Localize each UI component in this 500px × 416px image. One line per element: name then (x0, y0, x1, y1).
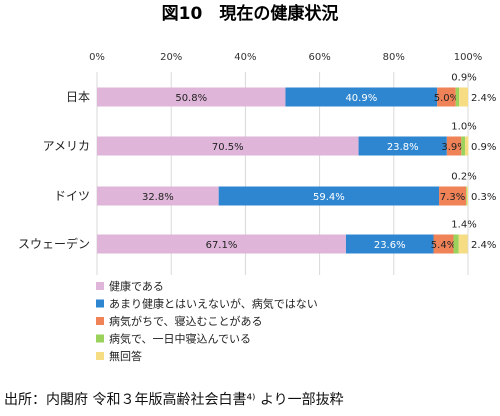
bar-segment (97, 186, 219, 206)
bar-segment (97, 136, 359, 156)
data-label: 5.4% (431, 240, 456, 251)
legend-label: 無回答 (109, 349, 142, 363)
legend-label: あまり健康とはいえないが、病気ではない (109, 297, 318, 311)
x-tick-label: 80% (383, 52, 405, 63)
category-label: ドイツ (54, 189, 90, 203)
data-label: 3.9% (441, 142, 466, 153)
bar-segment (285, 87, 438, 107)
data-label: 0.9% (471, 142, 496, 153)
data-label: 59.4% (313, 192, 345, 203)
bar-segment (458, 234, 468, 254)
data-label: 23.6% (374, 240, 406, 251)
bar-segment (97, 234, 346, 254)
chart-title: 図10 現在の健康状況 (162, 3, 339, 24)
data-label: 40.9% (345, 93, 377, 104)
legend-label: 病気で、一日中寝込んでいる (109, 332, 251, 346)
bar-segment (345, 234, 434, 254)
bar-segment (358, 136, 447, 156)
source-note: 出所：内閣府 令和３年版高齢社会白書⁴⁾ より一部抜粋 (4, 391, 344, 408)
x-tick-label: 60% (308, 52, 330, 63)
bars: 50.8% 40.9% 5.0% 0.9% 2.4% 70.5% 23.8% 3.9% 1.0%… (97, 73, 496, 254)
legend-label: 病気がちで、寝込むことがある (109, 314, 263, 328)
data-label: 1.4% (451, 220, 476, 231)
bar-segment (461, 136, 466, 156)
bar-segment (455, 87, 460, 107)
bar-segment (459, 87, 468, 107)
category-label: 日本 (66, 90, 90, 104)
bar-segment (466, 186, 468, 206)
bar-segment (437, 87, 456, 107)
bar-segment (97, 87, 286, 107)
legend-swatch (96, 334, 104, 343)
category-label: スウェーデン (18, 236, 90, 251)
data-label: 0.2% (451, 172, 476, 183)
bar-segment (466, 186, 467, 206)
x-tick-label: 20% (160, 52, 182, 63)
data-label: 0.9% (451, 73, 476, 84)
legend: 健康であるあまり健康とはいえないが、病気ではない病気がちで、寝込むことがある病気… (96, 279, 318, 363)
data-label: 5.0% (434, 93, 459, 104)
data-label: 7.3% (440, 192, 465, 203)
bar-segment (465, 136, 469, 156)
bar-segment (433, 234, 454, 254)
x-axis-ticks: 0% 20% 40% 60% 80% 100% (89, 52, 482, 63)
legend-swatch (96, 317, 104, 325)
bar-segment (218, 186, 440, 206)
data-label: 2.4% (471, 93, 496, 104)
legend-swatch (96, 299, 104, 308)
legend-swatch (96, 352, 104, 360)
category-label: アメリカ (43, 139, 90, 153)
data-label: 0.3% (471, 192, 496, 203)
data-label: 32.8% (142, 192, 174, 203)
bar-segment (453, 234, 459, 254)
x-tick-label: 0% (89, 52, 105, 63)
data-label: 2.4% (471, 240, 496, 251)
data-label: 70.5% (212, 142, 244, 153)
data-label: 23.8% (387, 142, 419, 153)
data-label: 50.8% (175, 93, 207, 104)
data-label: 1.0% (451, 122, 476, 133)
legend-label: 健康である (109, 279, 164, 293)
bar-segment (446, 136, 462, 156)
data-label: 67.1% (206, 240, 238, 251)
bar-segment (439, 186, 467, 206)
x-tick-label: 100% (454, 52, 483, 63)
legend-swatch (96, 282, 104, 290)
x-tick-label: 40% (234, 52, 256, 63)
